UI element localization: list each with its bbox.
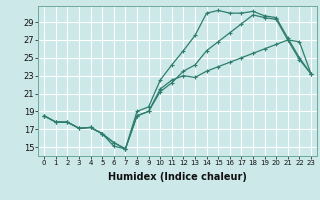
X-axis label: Humidex (Indice chaleur): Humidex (Indice chaleur) (108, 172, 247, 182)
